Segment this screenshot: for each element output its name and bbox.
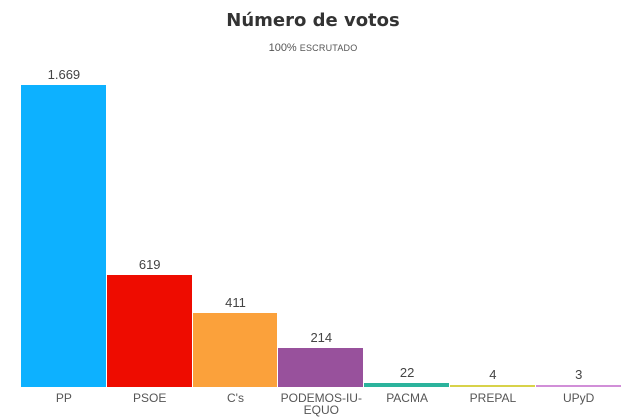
category-label: PREPAL [469,391,517,405]
chart-title: Número de votos [226,10,400,31]
subtitle-label: ESCRUTADO [299,43,358,53]
bar-prepal[interactable] [450,385,536,387]
chart-subtitle: 100% ESCRUTADO [0,42,626,54]
bar-podemos-iu-equo[interactable] [278,348,365,387]
category-label: PODEMOS-IU- EQUO [280,391,362,417]
bar-value-label: 3 [575,367,583,382]
bar-pp[interactable] [21,85,107,387]
bar-pacma[interactable] [364,383,450,387]
bar-value-label: 1.669 [47,67,81,82]
category-label: UPyD [563,391,595,405]
bar-value-label: 214 [310,330,333,345]
bar-value-label: 619 [138,257,161,272]
bar-value-label: 411 [225,295,246,310]
bar-psoe[interactable] [106,275,193,387]
bar-c-s[interactable] [192,313,279,387]
category-label: PP [55,391,72,405]
bar-chart-plot: 1.669 PP 619 PSOE 411 C's 214 PODEMOS-IU- EQUO 2… [21,0,622,417]
bar-value-label: 22 [399,365,415,380]
category-label: PSOE [133,391,167,405]
bar-upyd[interactable] [535,385,622,387]
category-label: PACMA [386,391,428,405]
bar-value-label: 4 [489,367,497,382]
subtitle-percent: 100% [268,42,297,54]
category-label: C's [227,391,244,405]
